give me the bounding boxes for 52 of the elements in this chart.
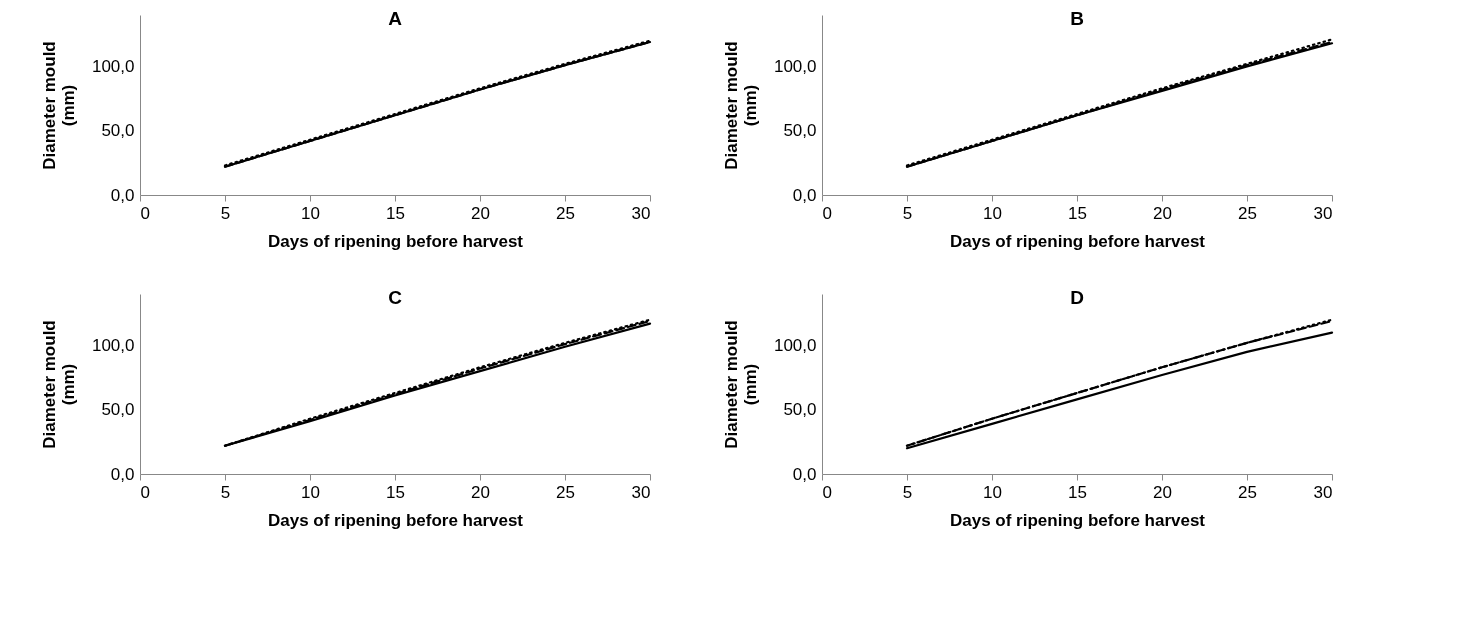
- x-tick-label: 20: [1153, 203, 1172, 223]
- x-tick-label: 30: [1313, 482, 1333, 502]
- chart-title: D: [1070, 287, 1084, 308]
- x-tick-label: 15: [386, 203, 405, 223]
- x-tick-label: 10: [301, 203, 320, 223]
- y-axis-title: Diameter mould (mm): [39, 320, 78, 449]
- x-tick-label: 25: [1238, 482, 1257, 502]
- x-tick-label: 0: [140, 203, 150, 223]
- y-axis-title: Diameter mould (mm): [721, 320, 760, 449]
- x-tick-label: 0: [140, 482, 150, 502]
- y-axis-title: Diameter mould (mm): [39, 41, 78, 170]
- x-tick-label: 10: [983, 482, 1002, 502]
- y-tick-label: 50,0: [101, 400, 135, 420]
- y-tick-label: 0,0: [110, 464, 135, 484]
- chart-title: B: [1070, 8, 1084, 29]
- x-tick-label: 0: [822, 482, 832, 502]
- y-tick-label: 0,0: [792, 464, 817, 484]
- x-tick-label: 25: [556, 482, 575, 502]
- x-tick-label: 15: [1068, 203, 1087, 223]
- x-tick-label: 5: [902, 203, 913, 223]
- y-tick-label: 0,0: [110, 185, 135, 205]
- x-tick-label: 30: [631, 203, 651, 223]
- x-tick-label: 15: [386, 482, 405, 502]
- chart-title: A: [388, 8, 403, 29]
- y-tick-label: 0,0: [792, 185, 817, 205]
- y-tick-label: 100,0: [773, 56, 817, 76]
- x-tick-label: 20: [1153, 482, 1172, 502]
- x-tick-label: 25: [1238, 203, 1257, 223]
- x-axis-title: Days of ripening before harvest: [949, 231, 1206, 251]
- x-tick-label: 10: [301, 482, 320, 502]
- x-tick-label: 5: [220, 203, 231, 223]
- x-axis-title: Days of ripening before harvest: [267, 510, 524, 530]
- x-tick-label: 15: [1068, 482, 1087, 502]
- y-tick-label: 50,0: [101, 121, 135, 141]
- y-tick-label: 50,0: [783, 121, 817, 141]
- y-tick-label: 50,0: [783, 400, 817, 420]
- y-tick-label: 100,0: [91, 56, 135, 76]
- x-axis-title: Days of ripening before harvest: [267, 231, 524, 251]
- x-axis-title: Days of ripening before harvest: [949, 510, 1206, 530]
- chart-title: C: [388, 287, 403, 308]
- y-tick-label: 100,0: [773, 335, 817, 355]
- y-axis-title: Diameter mould (mm): [721, 41, 760, 170]
- x-tick-label: 30: [1313, 203, 1333, 223]
- y-tick-label: 100,0: [91, 335, 135, 355]
- x-tick-label: 20: [471, 203, 490, 223]
- x-tick-label: 10: [983, 203, 1002, 223]
- x-tick-label: 25: [556, 203, 575, 223]
- x-tick-label: 20: [471, 482, 490, 502]
- x-tick-label: 5: [220, 482, 231, 502]
- x-tick-label: 30: [631, 482, 651, 502]
- x-tick-label: 0: [822, 203, 832, 223]
- x-tick-label: 5: [902, 482, 913, 502]
